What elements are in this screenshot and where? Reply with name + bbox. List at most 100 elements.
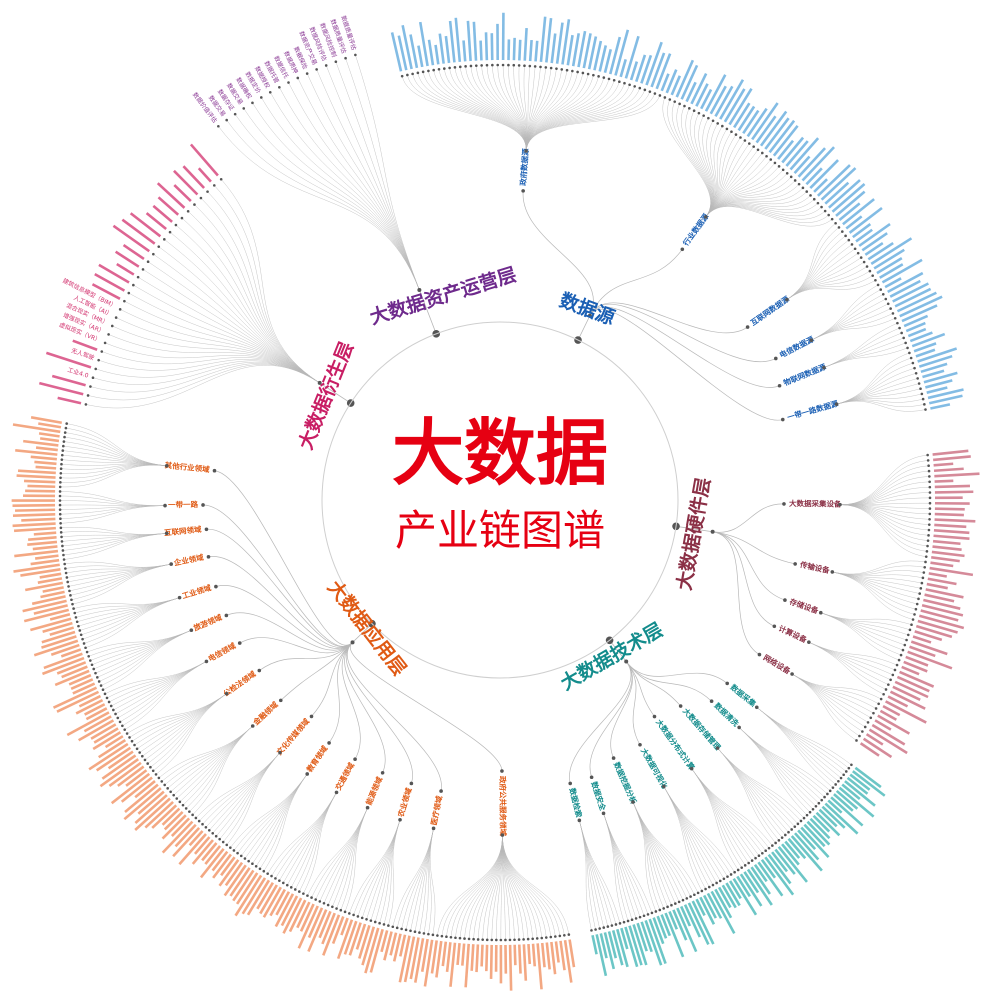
leaf-node (448, 66, 451, 70)
leaf-label-block (835, 789, 859, 810)
leaf-link (181, 217, 320, 384)
leaf-node (856, 251, 860, 255)
leaf-label-block (619, 58, 627, 78)
branch-link (341, 642, 361, 760)
leaf-link (579, 820, 621, 924)
leaf-node (287, 81, 290, 84)
leaf-node (188, 810, 191, 813)
leaf-label-block (846, 776, 869, 795)
leaf-node (63, 431, 67, 434)
leaf-node (513, 938, 516, 942)
leaf-label-block (72, 339, 98, 351)
leaf-link (158, 725, 253, 779)
leaf-link (263, 773, 308, 872)
leaf-label-block (397, 35, 408, 71)
leaf-link (839, 504, 928, 547)
leaf-node (793, 179, 797, 182)
leaf-node (140, 754, 144, 758)
leaf-link (705, 180, 796, 218)
leaf-label-block (189, 143, 219, 177)
leaf-label-block (340, 917, 349, 936)
leaf-node (72, 607, 75, 610)
branch-inner-node (783, 598, 787, 602)
leaf-link (207, 191, 320, 384)
branch-label: 大数据可视化 (639, 746, 670, 790)
leaf-label-block (603, 932, 616, 970)
leaf-node (918, 592, 921, 595)
leaf-label-block (61, 665, 88, 679)
leaf-label-block (539, 16, 547, 63)
leaf-node (64, 426, 68, 430)
leaf-node (861, 730, 864, 733)
leaf-link (663, 786, 714, 886)
center-subtitle: 产业链图谱 (395, 506, 605, 555)
leaf-node (197, 819, 201, 823)
leaf-node (258, 867, 262, 871)
leaf-label-block (652, 917, 665, 945)
leaf-node (322, 901, 326, 905)
leaf-label-block (35, 446, 58, 452)
leaf-label-block (650, 52, 666, 88)
branch-node (177, 595, 182, 600)
leaf-link (170, 725, 253, 792)
leaf-label-block (774, 848, 796, 875)
leaf-label-block (932, 545, 962, 551)
leaf-node (812, 197, 816, 201)
leaf-label-block (624, 35, 640, 79)
branch-link (712, 531, 796, 565)
leaf-node (474, 64, 478, 67)
leaf-label-block (456, 943, 461, 966)
leaf-link (691, 768, 746, 866)
leaf-node (315, 68, 318, 71)
leaf-node (739, 136, 742, 139)
leaf-node (481, 938, 484, 941)
leaf-link (428, 828, 434, 935)
leaf-label-block (620, 927, 629, 950)
hub-node (624, 659, 629, 664)
leaf-node (440, 934, 444, 938)
leaf-node (523, 64, 526, 67)
leaf-node (421, 70, 425, 74)
leaf-node (920, 392, 924, 396)
leaf-node (633, 85, 637, 88)
leaf-node (922, 571, 926, 574)
leaf-node (658, 908, 662, 912)
leaf-label-block (838, 202, 861, 222)
leaf-node (59, 467, 63, 471)
leaf-node (859, 256, 863, 259)
leaf-link (663, 786, 703, 892)
branch-node (790, 672, 794, 676)
leaf-label-block (934, 490, 974, 494)
leaf-label-block (660, 914, 672, 937)
leaf-label-block (679, 905, 692, 927)
leaf-label-block (760, 859, 777, 879)
leaf-link (169, 231, 320, 384)
branch-inner-node (782, 502, 786, 506)
leaf-node (842, 773, 845, 777)
leaf-node (60, 462, 63, 466)
leaf-node (278, 879, 281, 882)
leaf-node (539, 65, 542, 69)
nodes: 政府数据源行业数据源互联网数据源电信数据源物联网数据源一带一路数据源大数据采集设… (11, 12, 980, 991)
leaf-label-block (568, 939, 576, 968)
leaf-label-block (156, 182, 186, 209)
leaf-link (252, 102, 420, 291)
branch-link (208, 556, 353, 648)
leaf-node (65, 576, 69, 579)
leaf-label-block (199, 847, 225, 879)
leaf-label-block (923, 598, 961, 610)
leaf-node (927, 523, 931, 526)
leaf-link (839, 504, 927, 557)
leaf-link (717, 747, 799, 824)
leaf-node (927, 534, 930, 537)
leaf-node (59, 521, 62, 525)
leaf-node (696, 891, 700, 895)
leaf-label-block (709, 85, 727, 115)
leaf-label-block (928, 572, 947, 578)
leaf-link (632, 801, 657, 912)
leaf-link (104, 661, 207, 695)
leaf-node (928, 517, 931, 521)
leaf-label-block (844, 780, 876, 807)
leaf-node (828, 789, 832, 793)
